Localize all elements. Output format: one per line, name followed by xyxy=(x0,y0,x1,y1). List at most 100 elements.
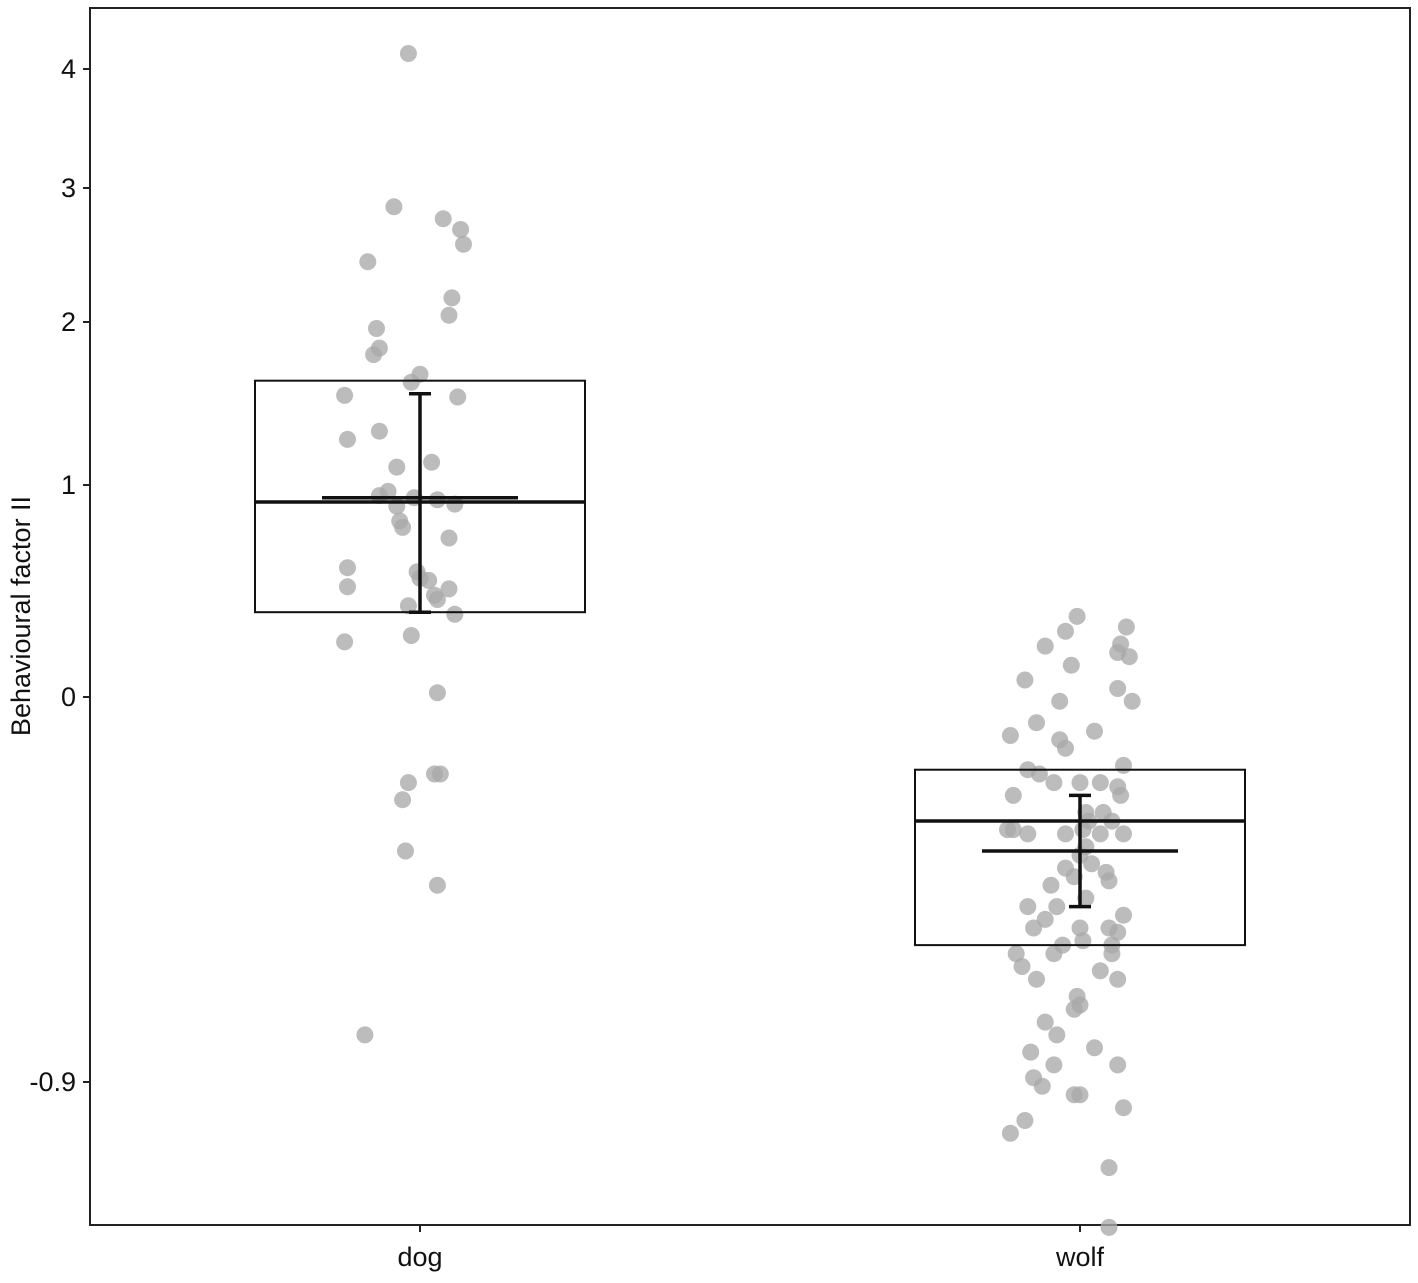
data-point-dog xyxy=(339,578,356,596)
data-point-wolf xyxy=(1100,1218,1118,1236)
data-point-wolf xyxy=(1071,774,1089,792)
data-point-dog xyxy=(356,1026,374,1044)
data-point-dog xyxy=(440,306,458,324)
data-point-dog xyxy=(428,876,446,894)
data-point-wolf xyxy=(1001,727,1019,744)
data-point-wolf xyxy=(1115,756,1132,774)
data-point-wolf xyxy=(1007,945,1025,963)
data-point-dog xyxy=(394,518,412,536)
data-point-dog xyxy=(446,495,464,513)
y-axis: 4 3 2 1 0 -0.9 xyxy=(29,54,90,1097)
data-point-dog xyxy=(420,571,438,589)
data-point-dog xyxy=(443,289,461,307)
x-tick-label-wolf: wolf xyxy=(1055,1242,1105,1272)
box-wolf xyxy=(914,768,1246,947)
data-point-wolf xyxy=(1117,618,1135,636)
y-tick-label: 3 xyxy=(61,173,76,203)
data-point-wolf xyxy=(1019,825,1037,843)
data-point-wolf xyxy=(1028,714,1045,732)
data-point-wolf xyxy=(1025,919,1043,937)
y-tick-label: -0.9 xyxy=(29,1067,76,1097)
data-point-dog xyxy=(440,580,458,598)
data-point-wolf xyxy=(1109,970,1127,988)
data-point-wolf xyxy=(1112,786,1130,804)
data-point-wolf xyxy=(1013,958,1031,975)
y-tick-label: 4 xyxy=(61,54,76,84)
data-point-dog xyxy=(399,45,417,62)
data-point-wolf xyxy=(1091,774,1109,792)
data-point-wolf xyxy=(1033,1077,1051,1095)
data-point-wolf xyxy=(1016,671,1034,689)
data-point-wolf xyxy=(1115,1099,1132,1117)
data-point-wolf xyxy=(1057,739,1074,757)
data-point-wolf xyxy=(1057,825,1074,843)
data-point-wolf xyxy=(1019,898,1037,916)
data-point-dog xyxy=(455,235,472,253)
data-point-wolf xyxy=(1042,876,1060,894)
summary-boxes-layer xyxy=(254,379,1246,947)
data-point-dog xyxy=(399,597,417,615)
data-point-wolf xyxy=(1074,821,1092,839)
data-point-wolf xyxy=(1091,825,1109,843)
data-point-dog xyxy=(370,422,388,440)
data-point-wolf xyxy=(1004,786,1022,804)
data-point-wolf xyxy=(1048,898,1066,916)
data-point-wolf xyxy=(1083,855,1101,873)
data-point-wolf xyxy=(1028,970,1045,988)
y-tick-label: 1 xyxy=(61,470,76,500)
data-point-wolf xyxy=(1123,692,1141,710)
data-point-dog xyxy=(365,346,383,364)
data-point-wolf xyxy=(1103,945,1121,963)
data-point-wolf xyxy=(1036,637,1054,655)
data-point-wolf xyxy=(1022,1043,1040,1061)
data-point-wolf xyxy=(1036,910,1054,928)
y-tick-label: 2 xyxy=(61,307,76,337)
data-point-wolf xyxy=(1086,722,1103,740)
data-point-dog xyxy=(368,320,385,337)
data-points-layer xyxy=(336,45,1141,1236)
data-point-dog xyxy=(428,684,446,702)
data-point-wolf xyxy=(1045,1056,1063,1074)
x-tick-label-dog: dog xyxy=(397,1242,442,1272)
data-point-dog xyxy=(428,591,446,608)
data-point-dog xyxy=(423,453,441,471)
data-point-wolf xyxy=(1045,945,1063,963)
data-point-wolf xyxy=(1109,1056,1127,1074)
data-point-wolf xyxy=(1048,1026,1066,1044)
y-tick-label: 0 xyxy=(61,682,76,712)
data-point-dog xyxy=(394,791,412,809)
data-point-dog xyxy=(434,210,452,228)
data-point-dog xyxy=(336,633,354,651)
data-point-dog xyxy=(339,430,356,448)
data-point-wolf xyxy=(1004,821,1022,839)
data-point-wolf xyxy=(1100,1159,1118,1177)
data-point-wolf xyxy=(1100,872,1118,890)
data-point-dog xyxy=(428,491,446,509)
data-point-dog xyxy=(385,198,403,216)
data-point-dog xyxy=(397,842,414,860)
data-point-wolf xyxy=(1086,1039,1103,1057)
data-point-dog xyxy=(431,765,449,783)
data-point-wolf xyxy=(1057,622,1074,640)
data-point-dog xyxy=(449,388,467,406)
data-point-dog xyxy=(370,487,388,505)
data-point-wolf xyxy=(1091,962,1109,980)
data-point-dog xyxy=(336,386,354,404)
data-point-wolf xyxy=(1016,1112,1034,1129)
data-point-wolf xyxy=(1115,906,1132,924)
data-point-wolf xyxy=(1051,692,1069,710)
data-point-wolf xyxy=(1120,648,1138,666)
data-point-wolf xyxy=(1045,774,1063,792)
data-point-wolf xyxy=(1068,607,1086,625)
data-point-wolf xyxy=(1109,923,1127,941)
x-axis: dog wolf xyxy=(397,1225,1105,1272)
data-point-dog xyxy=(402,373,420,391)
y-axis-title: Behavioural factor II xyxy=(6,496,36,736)
data-point-dog xyxy=(359,253,377,271)
data-point-wolf xyxy=(1001,1124,1019,1142)
data-point-dog xyxy=(446,605,464,623)
data-point-dog xyxy=(440,529,458,547)
data-point-dog xyxy=(402,627,420,644)
data-point-wolf xyxy=(1074,932,1092,950)
